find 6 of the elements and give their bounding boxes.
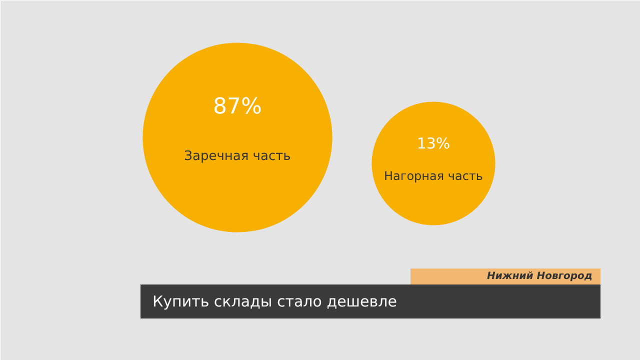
- data-label: 13%: [416, 134, 450, 153]
- data-label: 87%: [213, 94, 262, 120]
- category-label: Нагорная часть: [384, 168, 483, 183]
- category-label: Заречная часть: [184, 148, 291, 164]
- text: Купить склады стало дешевле: [152, 292, 397, 310]
- text: Нижний Новгород: [487, 271, 592, 282]
